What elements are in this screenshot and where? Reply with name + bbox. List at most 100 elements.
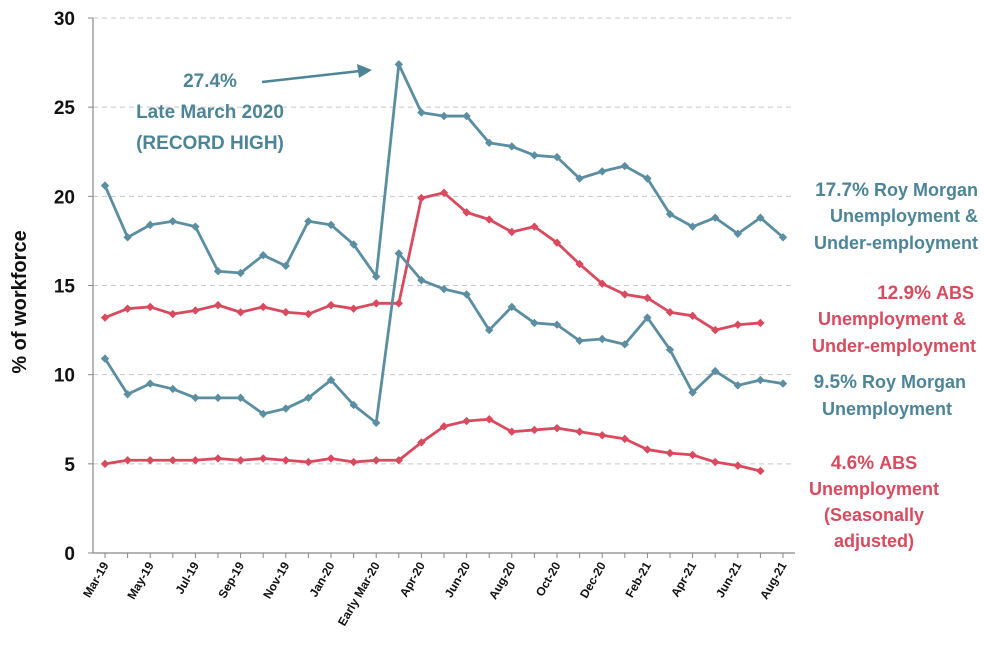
data-point xyxy=(552,320,562,329)
data-point xyxy=(146,302,155,312)
data-point xyxy=(394,456,403,465)
data-point xyxy=(598,279,607,288)
data-point xyxy=(665,345,675,354)
y-tick-label: 20 xyxy=(54,187,75,208)
abs-unemp-line3: (Seasonally xyxy=(824,505,924,525)
label-roy-morgan-unemployment: 9.5% Roy Morgan Unemployment xyxy=(814,372,966,419)
data-point xyxy=(462,111,471,121)
x-tick-labels: Mar-19 May-19 Jul-19 Sep-19 Nov-19 Jan-20Earl… xyxy=(80,559,790,628)
data-point xyxy=(733,461,742,470)
data-point xyxy=(146,220,155,230)
data-point xyxy=(100,459,110,469)
series-line-3 xyxy=(104,417,761,473)
data-point xyxy=(123,390,132,399)
series-line-1 xyxy=(104,191,761,332)
data-point xyxy=(575,427,584,436)
data-point xyxy=(598,167,607,176)
data-point xyxy=(507,142,516,151)
data-point xyxy=(281,308,290,317)
data-point xyxy=(733,229,742,238)
data-point xyxy=(643,445,652,454)
data-point xyxy=(100,313,110,322)
data-point xyxy=(123,456,132,465)
data-point xyxy=(236,308,245,317)
record-line2: Late March 2020 xyxy=(136,102,284,123)
data-point xyxy=(462,416,471,426)
x-tick-label: Dec-20 xyxy=(577,559,609,600)
record-high-annotation: 27.4% Late March 2020 (RECORD HIGH) xyxy=(136,64,372,154)
data-point xyxy=(213,267,223,276)
rm-unemp-value: 9.5% xyxy=(814,372,857,393)
y-tick-label: 0 xyxy=(64,544,75,565)
abs-unemp-line4: adjusted) xyxy=(834,531,914,551)
data-point xyxy=(168,309,177,319)
svg-text:12.9%ABS: 12.9% ABS xyxy=(877,283,974,304)
label-abs-unemployment: 4.6% ABS Unemployment (Seasonally adjuste… xyxy=(809,453,939,551)
x-tick-label: Oct-20 xyxy=(533,559,564,599)
data-point xyxy=(620,290,629,299)
data-point xyxy=(665,308,675,317)
data-point xyxy=(530,151,539,160)
data-point xyxy=(417,193,426,203)
data-point xyxy=(485,215,494,224)
rm-under-value: 17.7% xyxy=(815,180,869,201)
data-point xyxy=(688,222,697,231)
data-point xyxy=(304,309,313,319)
x-tick-label: Nov-19 xyxy=(260,559,292,601)
record-line3: (RECORD HIGH) xyxy=(136,133,284,154)
data-point xyxy=(394,60,403,69)
data-point xyxy=(168,384,177,394)
data-point xyxy=(620,340,629,349)
data-point xyxy=(349,304,358,313)
data-point xyxy=(688,450,697,460)
data-point xyxy=(507,227,516,237)
data-point xyxy=(372,418,381,428)
data-point xyxy=(439,188,449,197)
data-point xyxy=(598,334,607,344)
x-tick-label: Aug-20 xyxy=(486,559,519,602)
data-point xyxy=(485,138,494,148)
x-tick-label: May-19 xyxy=(124,559,157,602)
data-point xyxy=(756,318,765,328)
x-tick-label: Feb-21 xyxy=(623,559,655,600)
data-point xyxy=(123,233,132,242)
rm-under-line1: Roy Morgan xyxy=(874,180,978,200)
x-tick-label: Jun-20 xyxy=(442,559,474,600)
x-tick-label: Jul-19 xyxy=(173,559,203,596)
data-point xyxy=(236,456,245,465)
data-point xyxy=(643,313,652,322)
data-point xyxy=(643,174,652,183)
rm-unemp-line2: Unemployment xyxy=(822,399,952,419)
data-point xyxy=(688,388,697,397)
data-point xyxy=(146,456,155,465)
data-point xyxy=(372,272,381,281)
abs-under-value: 12.9% xyxy=(877,283,931,304)
data-point xyxy=(530,425,539,435)
data-point xyxy=(711,325,720,335)
data-point xyxy=(643,293,652,303)
data-point xyxy=(462,208,471,217)
data-point xyxy=(552,152,562,162)
data-point xyxy=(439,284,449,294)
svg-text:9.5%Roy Morgan: 9.5% Roy Morgan xyxy=(814,372,966,393)
label-roy-morgan-underemployment: 17.7% Roy Morgan Unemployment & Under-emp… xyxy=(814,180,978,253)
data-point xyxy=(168,456,177,465)
svg-text:17.7%Roy Morgan: 17.7% Roy Morgan xyxy=(815,180,978,201)
data-point xyxy=(372,299,381,308)
data-point xyxy=(733,381,742,390)
svg-text:4.6%ABS: 4.6% ABS xyxy=(831,453,917,474)
data-point xyxy=(417,108,426,117)
data-point xyxy=(304,457,313,467)
data-point xyxy=(100,354,110,363)
record-arrow-head xyxy=(357,64,372,78)
y-tick-label: 10 xyxy=(54,366,75,387)
data-point xyxy=(598,431,607,440)
data-point xyxy=(665,448,675,458)
data-point xyxy=(575,259,584,269)
data-point xyxy=(688,311,697,321)
data-point xyxy=(552,238,562,247)
data-point xyxy=(259,409,268,419)
x-tick-label: Apr-21 xyxy=(668,559,699,599)
abs-unemp-line1: ABS xyxy=(879,453,917,473)
